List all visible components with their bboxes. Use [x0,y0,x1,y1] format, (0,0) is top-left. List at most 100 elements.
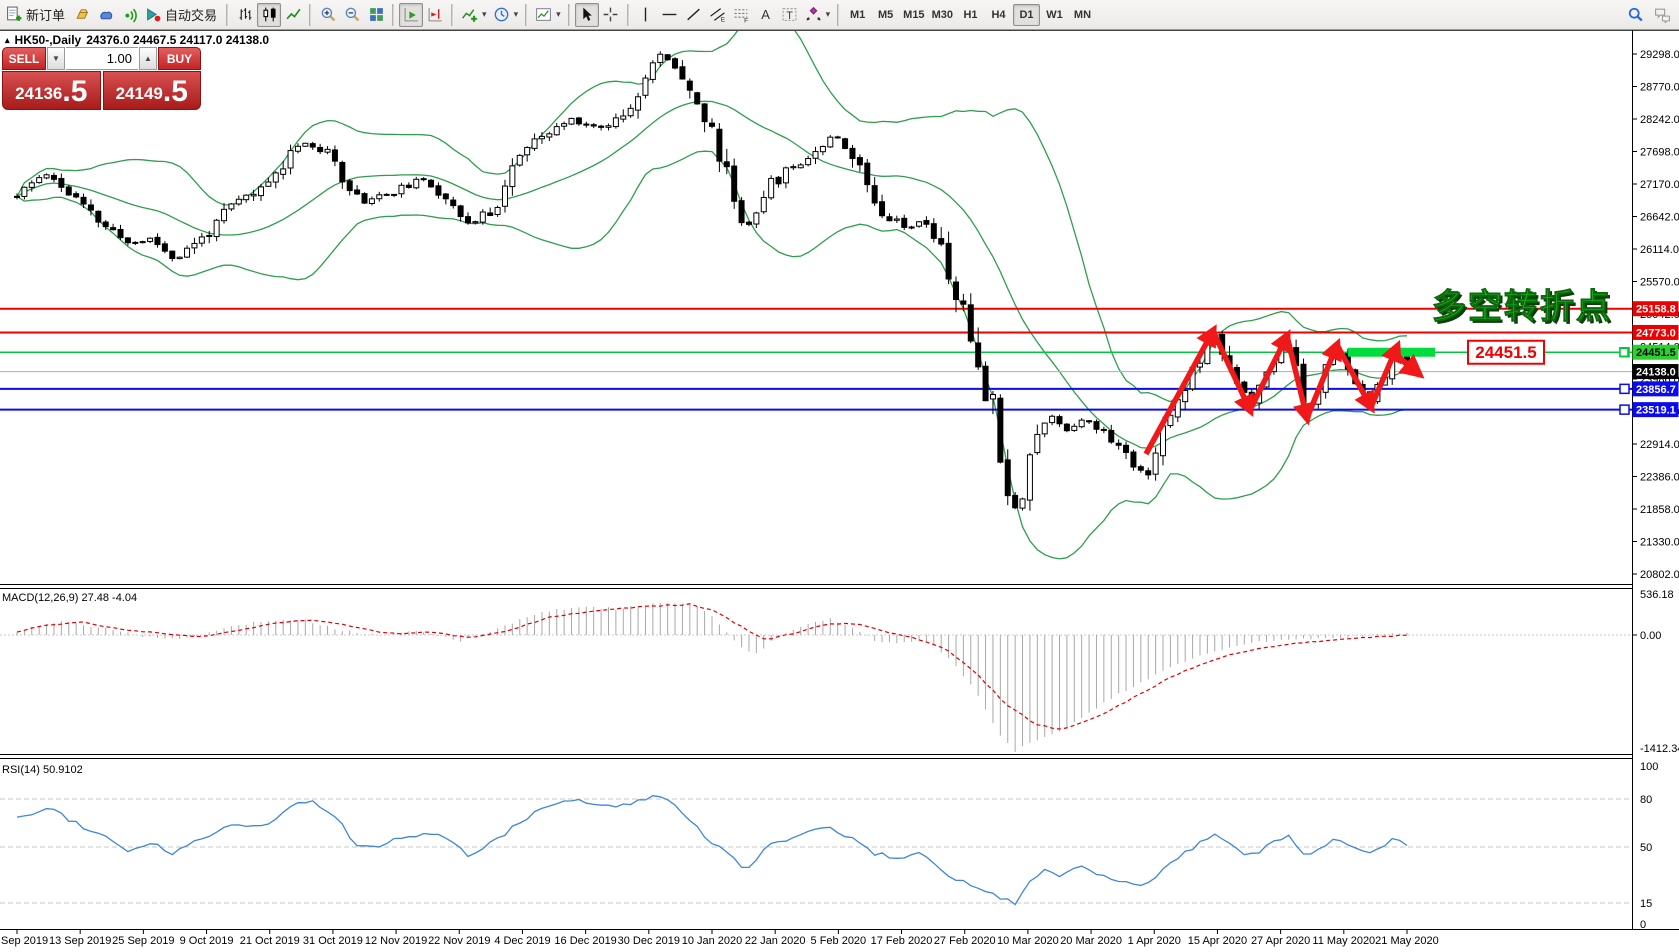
crosshair-tool-button[interactable] [599,3,623,27]
price-tick-label: 22914.0 [1640,439,1679,451]
rsi-scale-label: 100 [1640,761,1658,773]
svg-text:T: T [786,10,793,22]
timeframe-m15-button[interactable]: M15 [900,4,927,26]
vertical-line-tool-button[interactable] [634,3,658,27]
date-tick-label: 20 Mar 2020 [1060,935,1122,947]
dropdown-arrow-icon: ▾ [482,9,487,19]
ohlc-values: 24376.0 24467.5 24117.0 24138.0 [86,33,270,47]
buy-button[interactable]: BUY [158,47,201,70]
text-tool-button[interactable]: A [754,3,778,27]
line-handle-marker[interactable] [1619,383,1630,395]
sell-button[interactable]: SELL [2,47,46,70]
bar-chart-button[interactable] [233,3,257,27]
price-tick-label: 22386.0 [1640,472,1679,484]
date-tick-label: 12 Nov 2019 [365,935,427,947]
horizontal-line-tool-button[interactable] [658,3,682,27]
symbol-period-label: HK50-,Daily [14,33,82,47]
zoom-out-button[interactable] [340,3,364,27]
text-label-tool-button[interactable]: T [778,3,802,27]
chart-windows-button[interactable]: ▾ [532,3,564,27]
collapse-icon[interactable]: ▴ [5,34,10,45]
toolbar-separator [525,3,529,26]
date-tick-label: 1 Apr 2020 [1128,935,1181,947]
sell-price-display[interactable]: 24136.5 [2,71,101,110]
price-badge-label: 24451.5 [1636,347,1676,359]
gold-ingot-icon [75,9,88,19]
toolbar-separator [567,3,571,26]
buy-price-display[interactable]: 24149.5 [102,71,201,110]
rsi-scale-label: 0 [1640,919,1646,931]
date-tick-label: 9 Oct 2019 [180,935,234,947]
macd-indicator [0,602,1632,752]
line-handle-marker[interactable] [1619,404,1630,415]
crosshair-icon [603,7,618,22]
volume-decrease-button[interactable]: ▼ [47,47,65,70]
timeframe-d1-button[interactable]: D1 [1012,3,1040,26]
vertical-line-icon [644,7,647,22]
toolbar-separator [392,3,396,26]
new-order-icon [7,6,22,21]
signal-icon [124,8,137,23]
price-callout-box[interactable] [1467,339,1545,365]
indicators-button[interactable]: ▾ [458,3,490,27]
price-callout-value: 24451.5 [1475,343,1536,362]
signals-button[interactable] [118,3,142,27]
candlestick-chart-button[interactable] [257,2,282,27]
toolbar-separator [626,3,630,26]
price-badge [1632,344,1679,360]
date-tick-label: 4 Dec 2019 [494,935,550,947]
chart-title-bar: ▴ HK50-,Daily 24376.0 24467.5 24117.0 24… [5,33,269,47]
timeframe-w1-button[interactable]: W1 [1041,4,1068,26]
auto-scroll-button[interactable] [399,2,424,27]
rsi-scale-label: 15 [1640,898,1652,910]
chat-icon[interactable] [1654,6,1671,23]
tile-windows-button[interactable] [364,3,388,27]
channel-tool-button[interactable]: E [706,3,730,27]
price-tick-label: 26642.0 [1640,212,1679,224]
rsi-scale-label: 80 [1640,794,1652,806]
timeframe-m30-button[interactable]: M30 [929,4,956,26]
price-tick-label: 20802.0 [1640,569,1679,581]
search-icon[interactable] [1627,6,1644,23]
rsi-label: RSI(14) 50.9102 [2,764,83,776]
zigzag-arrow-segment [1143,324,1217,456]
fibonacci-tool-button[interactable]: F [730,3,754,27]
price-badge-label: 24773.0 [1636,327,1676,339]
price-tick-label: 21330.0 [1640,537,1679,549]
price-badge [1632,381,1679,397]
timeframe-mn-button[interactable]: MN [1069,4,1096,26]
date-tick-label: 5 Feb 2020 [811,935,867,947]
line-chart-button[interactable] [281,3,305,27]
svg-text:F: F [744,17,748,23]
timeframe-m1-button[interactable]: M1 [844,4,871,26]
periods-button[interactable]: ▾ [490,3,522,27]
timeframe-h1-button[interactable]: H1 [957,4,984,26]
date-tick-label: 15 Apr 2020 [1188,935,1247,947]
strategy-tester-button[interactable] [94,3,118,27]
zigzag-arrow-segment [1368,339,1402,409]
new-order-button[interactable]: 新订单 [3,3,70,27]
volume-input[interactable] [66,47,138,70]
chart-shift-button[interactable] [423,3,447,27]
cursor-tool-button[interactable] [574,2,599,27]
arrows-tool-button[interactable]: ▾ [802,3,834,27]
timeframe-h4-button[interactable]: H4 [985,4,1012,26]
chart-background [0,30,1679,952]
horizontal-line-icon [662,13,677,16]
timeframe-m5-button[interactable]: M5 [872,4,899,26]
new-order-label: 新订单 [26,8,66,23]
price-badge [1632,301,1679,317]
toolbar-separator [837,3,841,26]
zigzag-arrow-segment [1284,335,1315,426]
market-depth-button[interactable] [70,3,94,27]
price-badge [1632,364,1679,380]
autotrading-button[interactable]: 自动交易 [142,3,222,27]
toolbar-separator [309,3,313,26]
text-label-icon: T [782,8,797,22]
price-badge-label: 23519.1 [1636,405,1676,417]
volume-increase-button[interactable]: ▲ [139,47,157,70]
zoom-in-button[interactable] [316,3,340,27]
trendline-tool-button[interactable] [682,3,706,27]
